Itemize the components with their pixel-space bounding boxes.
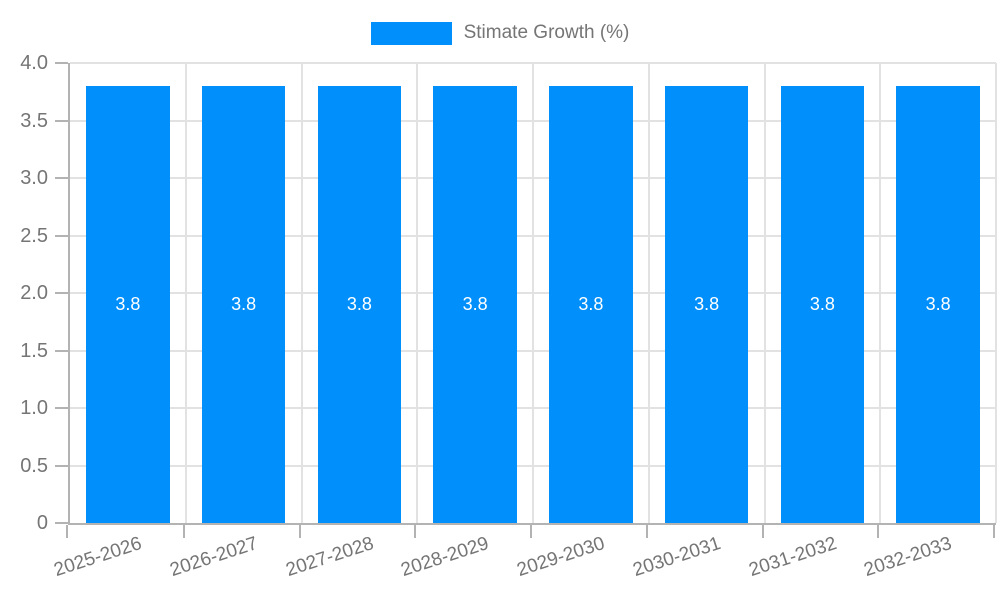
x-axis-tick (414, 525, 417, 538)
x-axis-tick (645, 525, 648, 538)
y-axis-tick (55, 522, 68, 524)
bar[interactable]: 3.8 (433, 86, 517, 523)
gridline-v (416, 63, 419, 523)
x-axis-label: 2031-2032 (745, 533, 839, 582)
bar-value-label: 3.8 (694, 294, 720, 314)
y-axis-tick (55, 62, 68, 64)
x-axis-label: 2030-2031 (630, 533, 724, 582)
x-axis-tick (993, 525, 995, 538)
y-axis-tick (55, 349, 68, 352)
y-axis-tick (55, 234, 68, 237)
gridline-v (184, 63, 187, 523)
bar-value-label: 3.8 (462, 294, 488, 314)
y-axis-label: 2.0 (20, 282, 48, 304)
bar-value-label: 3.8 (809, 294, 835, 314)
gridline-v (995, 63, 997, 523)
bar[interactable]: 3.8 (201, 86, 286, 523)
x-axis-tick (182, 525, 185, 538)
y-axis-tick (55, 464, 68, 467)
plot-area: 3.8 3.8 3.8 3.8 3.8 3.8 3.8 3.8 (68, 62, 997, 525)
y-axis-label: 2.5 (20, 224, 48, 247)
x-axis-tick (66, 525, 68, 538)
y-axis-tick (55, 407, 68, 409)
y-axis-label: 1.5 (20, 339, 48, 362)
bar-value-label: 3.8 (346, 294, 372, 314)
x-axis-label: 2026-2027 (167, 533, 261, 582)
x-axis-label: 2027-2028 (282, 533, 376, 582)
bar[interactable]: 3.8 (780, 86, 865, 523)
y-axis-label: 4.0 (20, 52, 48, 74)
gridline-v (647, 63, 650, 523)
x-axis-tick (877, 525, 880, 538)
y-axis-tick (55, 177, 68, 179)
x-axis-tick (298, 525, 301, 538)
x-axis-label: 2032-2033 (861, 533, 955, 582)
bar[interactable]: 3.8 (86, 86, 170, 523)
gridline-v (879, 63, 882, 523)
y-axis-tick (55, 119, 68, 122)
gridline-v (763, 63, 766, 523)
y-axis-label: 3.5 (20, 109, 48, 132)
gridline-v (300, 63, 303, 523)
bar[interactable]: 3.8 (317, 86, 402, 523)
gridline-v (532, 63, 534, 523)
x-axis-label: 2028-2029 (398, 533, 492, 582)
legend[interactable]: Stimate Growth (%) (0, 18, 1000, 48)
bar-value-label: 3.8 (115, 294, 141, 314)
y-axis-label: 3.0 (20, 167, 48, 189)
x-axis-tick (761, 525, 764, 538)
legend-swatch (370, 21, 452, 45)
x-axis-label: 2029-2030 (514, 533, 608, 582)
legend-label: Stimate Growth (%) (463, 22, 630, 43)
x-axis-label: 2025-2026 (51, 533, 145, 582)
bar-value-label: 3.8 (231, 294, 257, 314)
y-axis-label: 0.5 (20, 454, 48, 477)
bar-value-label: 3.8 (925, 294, 951, 314)
bar[interactable]: 3.8 (664, 86, 749, 523)
bar-value-label: 3.8 (578, 294, 604, 314)
y-axis-label: 1.0 (20, 397, 48, 419)
bar[interactable]: 3.8 (896, 86, 980, 523)
bar[interactable]: 3.8 (549, 86, 633, 523)
y-axis-label: 0 (36, 512, 48, 534)
y-axis-tick (55, 292, 68, 294)
x-axis-tick (530, 525, 532, 538)
